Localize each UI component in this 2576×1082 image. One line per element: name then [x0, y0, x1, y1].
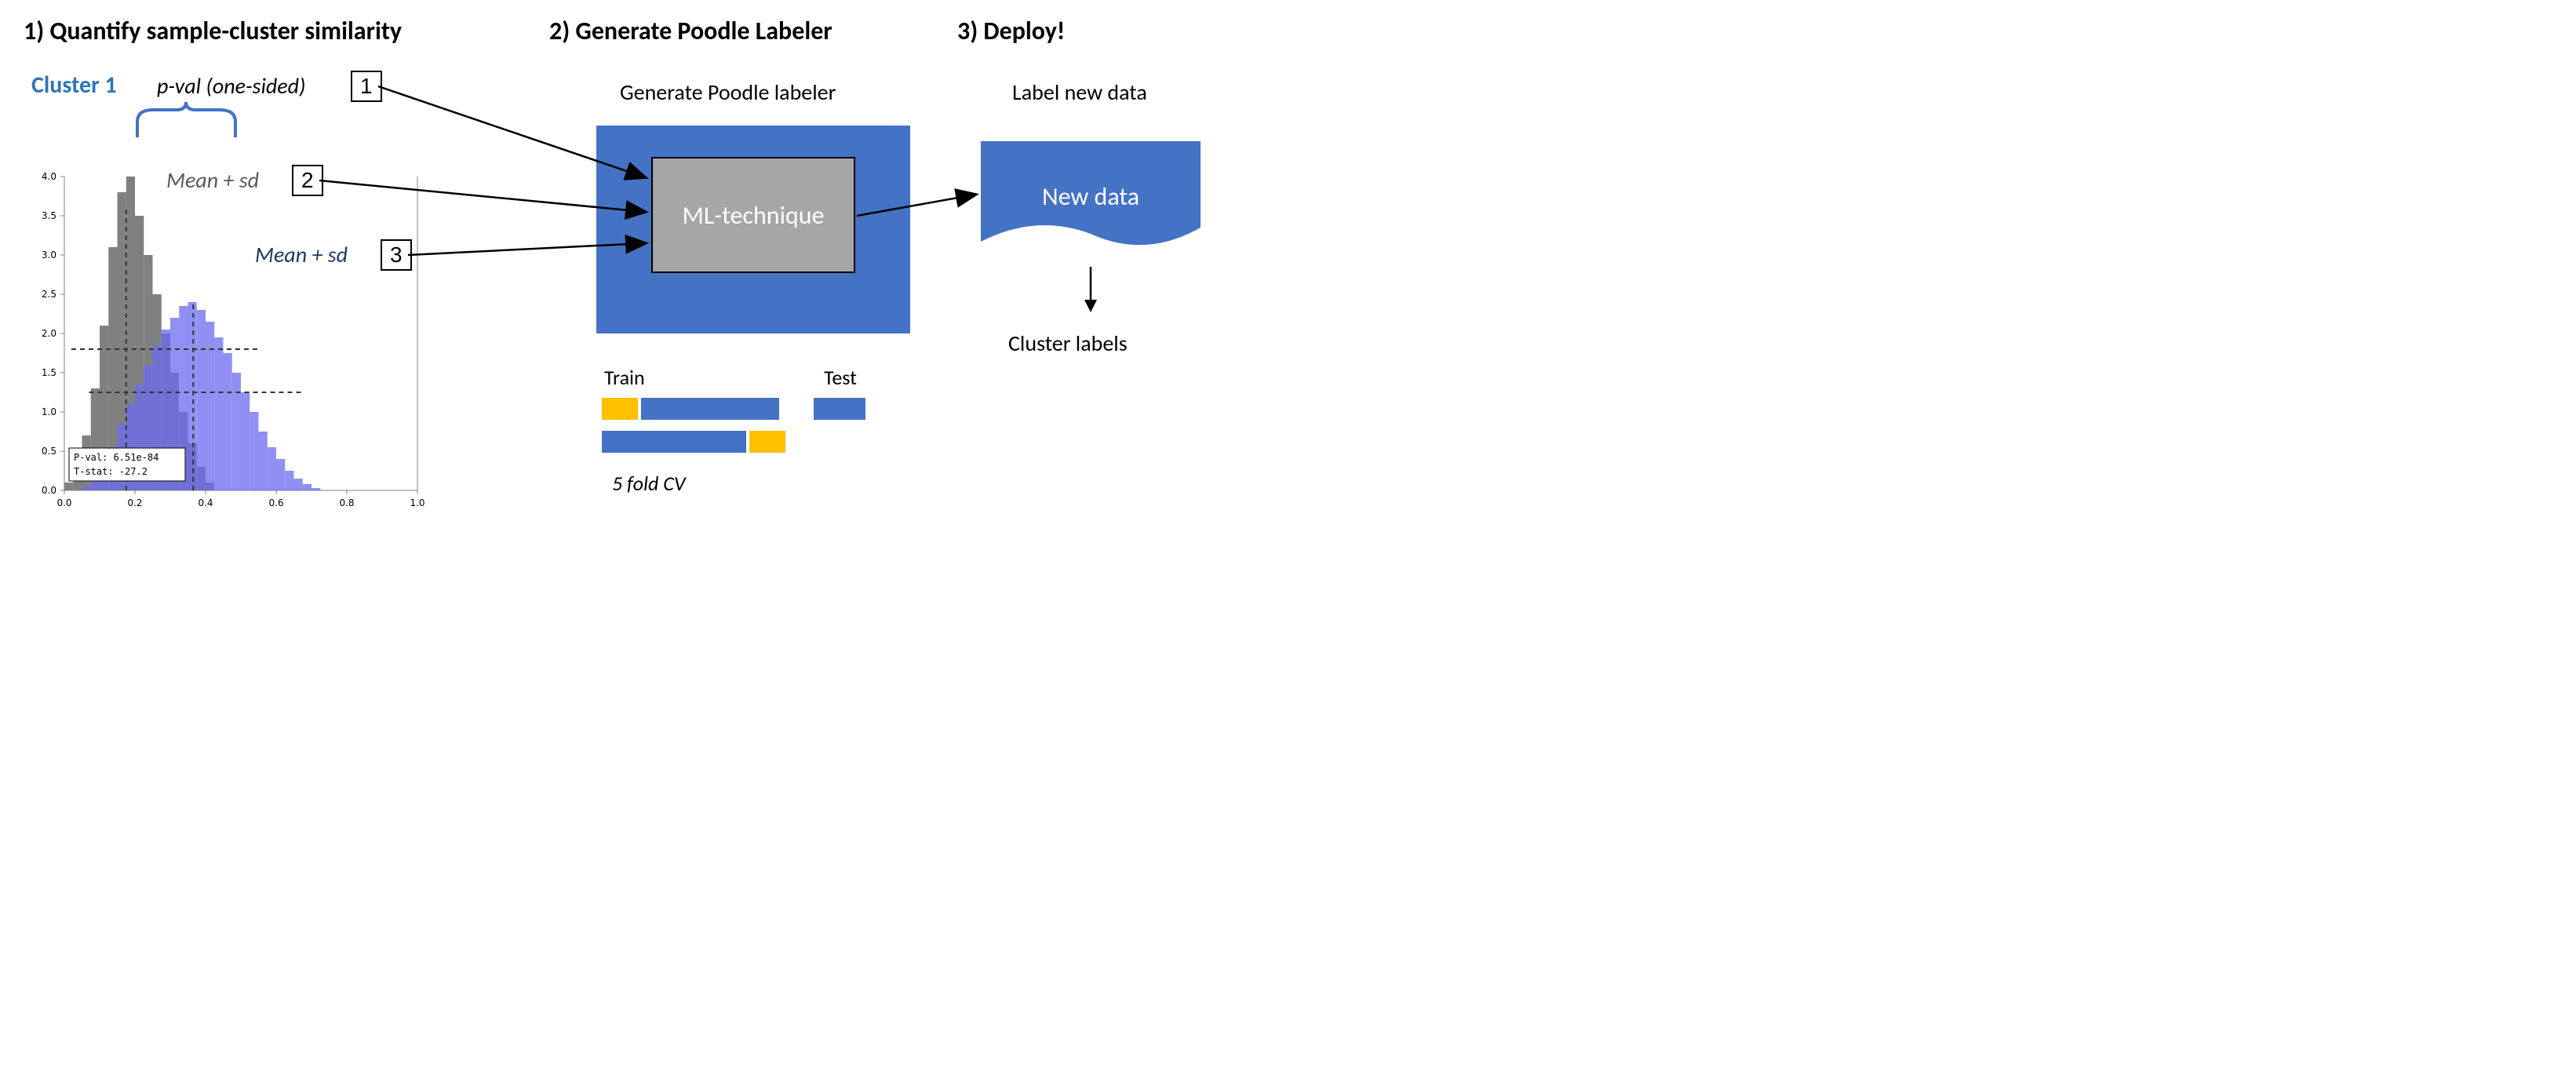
arrows-overlay [16, 16, 1303, 557]
